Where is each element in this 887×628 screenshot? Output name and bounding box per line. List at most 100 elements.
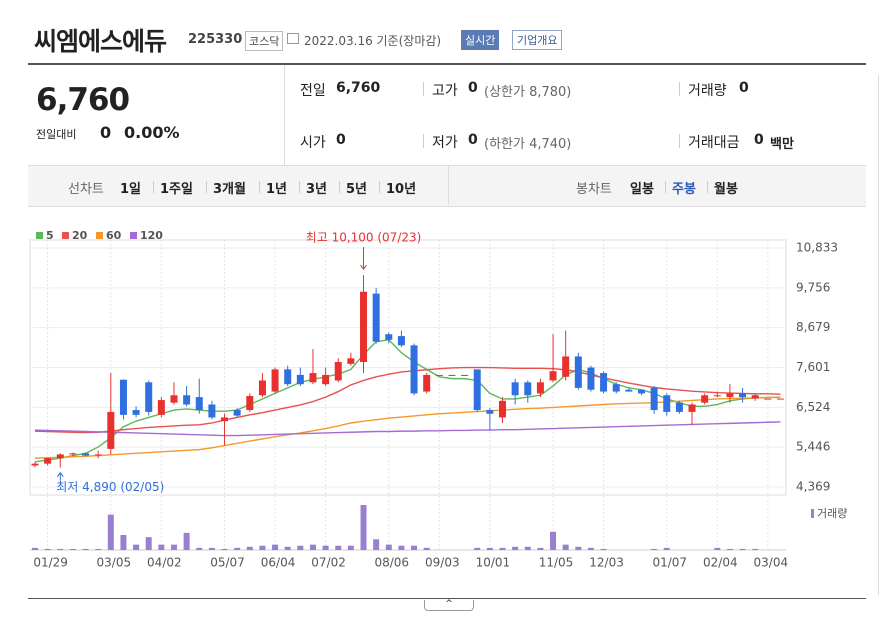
legend-swatch (36, 232, 43, 239)
moving-average-line (34, 396, 781, 459)
volume-bar (486, 547, 493, 550)
volume-bar (575, 546, 582, 550)
quote-note: 백만 (770, 137, 794, 152)
legend-swatch (96, 232, 103, 239)
period-button[interactable]: 3년 (306, 182, 328, 197)
collapse-button[interactable]: ^ (424, 600, 474, 611)
candle-body (499, 400, 506, 418)
volume-bar (297, 545, 304, 550)
period-divider (339, 181, 340, 193)
period-button[interactable]: 1일 (120, 182, 142, 197)
candle-body (726, 393, 734, 398)
volume-bar (752, 548, 759, 550)
x-tick-label: 06/04 (261, 556, 296, 570)
candle-body (764, 398, 772, 400)
volume-bar (259, 545, 266, 550)
volume-bar (739, 548, 746, 550)
y-tick-label: 4,369 (796, 480, 830, 494)
period-button[interactable]: 3개월 (213, 182, 246, 197)
period-divider (299, 181, 300, 193)
change-label: 전일대비 (36, 128, 77, 141)
x-tick-label: 09/03 (425, 556, 460, 570)
legend-label: 20 (72, 229, 88, 242)
quote-divider (679, 82, 680, 96)
candle-body (423, 374, 431, 392)
volume-bar (95, 548, 102, 550)
company-info-dropdown[interactable]: 기업개요 (512, 30, 563, 50)
volume-bar (663, 547, 670, 550)
quote-label: 고가 (432, 83, 458, 99)
candle-body (360, 291, 368, 362)
separator (448, 165, 449, 205)
period-divider (259, 181, 260, 193)
candle-body (473, 369, 481, 411)
candle-body (56, 454, 64, 459)
x-tick-label: 01/29 (33, 556, 68, 570)
base-date: 2022.03.16 기준(장마감) (304, 34, 442, 48)
x-tick-label: 12/03 (589, 556, 624, 570)
quote-divider (679, 134, 680, 148)
calendar-icon (287, 33, 299, 44)
candle-body (739, 393, 747, 398)
candle-body (650, 387, 658, 411)
quote-label: 저가 (432, 135, 458, 151)
period-button[interactable]: 5년 (346, 182, 368, 197)
candle-body (284, 369, 292, 385)
candle-body (44, 458, 52, 464)
candle-period-button[interactable]: 월봉 (714, 182, 738, 197)
quote-note: (하한가 4,740) (484, 137, 572, 152)
stock-name: 씨엠에스에듀 (34, 27, 167, 56)
quote-label: 거래대금 (688, 135, 740, 151)
volume-bar (44, 548, 51, 550)
candle-body (511, 382, 519, 396)
candle-body (221, 417, 229, 422)
candle-body (536, 382, 544, 394)
quote-divider (423, 134, 424, 148)
legend-label: 120 (140, 229, 163, 242)
period-button[interactable]: 1년 (266, 182, 288, 197)
period-divider (379, 181, 380, 193)
x-tick-label: 11/05 (539, 556, 574, 570)
legend-swatch (62, 232, 69, 239)
legend-label: 60 (106, 229, 122, 242)
candle-body (82, 453, 90, 456)
candle-body (625, 389, 633, 392)
candle-period-button[interactable]: 주봉 (672, 182, 696, 197)
volume-bar (234, 547, 241, 550)
volume-bar (284, 546, 291, 550)
y-tick-label: 9,756 (796, 280, 830, 294)
candle-body (461, 374, 469, 376)
x-tick-label: 08/06 (374, 556, 409, 570)
volume-bar (512, 546, 519, 550)
candle-body (562, 356, 570, 377)
volume-bar (69, 548, 76, 550)
candle-body (233, 410, 241, 416)
x-tick-label: 10/01 (476, 556, 511, 570)
volume-bar (524, 546, 531, 550)
volume-bar (183, 532, 190, 550)
quote-label: 전일 (300, 83, 326, 99)
y-tick-label: 8,679 (796, 320, 830, 334)
period-bar (28, 165, 866, 207)
quote-note: (상한가 8,780) (484, 85, 572, 100)
realtime-button[interactable]: 실시간 (461, 30, 500, 50)
candle-period-button[interactable]: 일봉 (630, 182, 654, 197)
x-tick-label: 02/04 (703, 556, 738, 570)
volume-legend-swatch (811, 509, 814, 518)
candle-body (663, 395, 671, 412)
candle-body (612, 384, 620, 392)
period-button[interactable]: 10년 (386, 182, 417, 197)
candle-body (170, 395, 178, 403)
candle-body (195, 397, 203, 411)
volume-bar (82, 548, 89, 550)
quote-value: 0 (468, 80, 478, 96)
legend-label: 5 (46, 229, 54, 242)
candle-chart-label: 봉차트 (576, 182, 612, 197)
candle-body (574, 356, 582, 388)
period-button[interactable]: 1주일 (160, 182, 193, 197)
volume-bar (322, 545, 329, 550)
volume-bar (537, 547, 544, 550)
volume-bar (587, 547, 594, 550)
candle-body (208, 404, 216, 418)
